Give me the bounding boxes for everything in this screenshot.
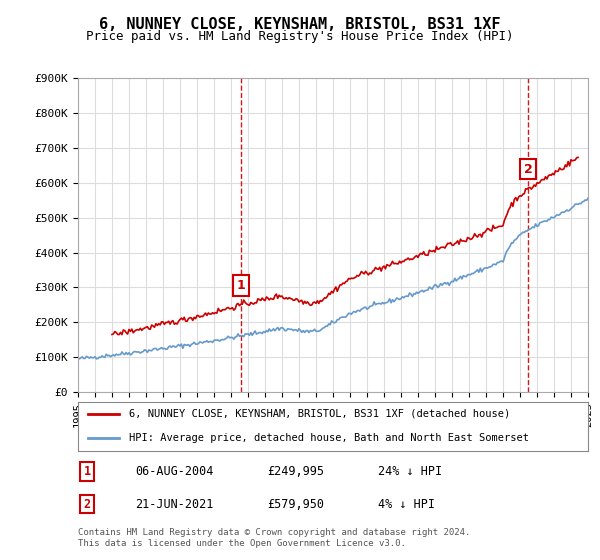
Text: 06-AUG-2004: 06-AUG-2004	[135, 465, 214, 478]
Text: HPI: Average price, detached house, Bath and North East Somerset: HPI: Average price, detached house, Bath…	[129, 433, 529, 444]
Text: 24% ↓ HPI: 24% ↓ HPI	[378, 465, 442, 478]
Text: 2: 2	[83, 497, 91, 511]
Text: £579,950: £579,950	[267, 497, 324, 511]
Text: 21-JUN-2021: 21-JUN-2021	[135, 497, 214, 511]
Text: 2: 2	[524, 162, 532, 176]
Text: 4% ↓ HPI: 4% ↓ HPI	[378, 497, 435, 511]
Text: 6, NUNNEY CLOSE, KEYNSHAM, BRISTOL, BS31 1XF: 6, NUNNEY CLOSE, KEYNSHAM, BRISTOL, BS31…	[99, 17, 501, 32]
Text: Contains HM Land Registry data © Crown copyright and database right 2024.
This d: Contains HM Land Registry data © Crown c…	[78, 528, 470, 548]
Text: 1: 1	[237, 279, 245, 292]
Text: 1: 1	[83, 465, 91, 478]
Text: £249,995: £249,995	[267, 465, 324, 478]
Text: 6, NUNNEY CLOSE, KEYNSHAM, BRISTOL, BS31 1XF (detached house): 6, NUNNEY CLOSE, KEYNSHAM, BRISTOL, BS31…	[129, 409, 510, 419]
Text: Price paid vs. HM Land Registry's House Price Index (HPI): Price paid vs. HM Land Registry's House …	[86, 30, 514, 43]
